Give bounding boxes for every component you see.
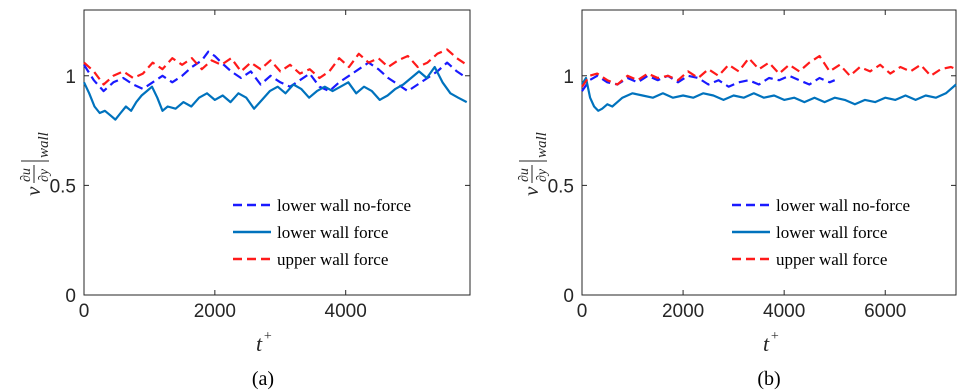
svg-text:∂y: ∂y: [37, 168, 52, 182]
legend-label-lower-wall-force: lower wall force: [776, 223, 887, 242]
panel-b-caption: (b): [757, 368, 780, 390]
panel-b-y-tick-label: 0.5: [548, 176, 574, 197]
panel-a-x-tick-label: 4000: [325, 301, 367, 322]
panel-b-legend: lower wall no-force lower wall force upper…: [732, 196, 910, 269]
svg-text:wall: wall: [534, 132, 550, 158]
panel-a-series-lower-wall-force: [83, 65, 468, 121]
panel-a-y-tick-label: 0: [65, 286, 76, 307]
panel-b-series-lower-wall-force: [581, 76, 957, 112]
panel-b-x-tick-label: 0: [577, 301, 588, 322]
panel-a-y-axis-label: ν ∂u ∂y wall: [19, 132, 52, 196]
svg-text:∂u: ∂u: [517, 168, 532, 182]
panel-b-y-tick-label: 1: [563, 67, 574, 88]
svg-text:+: +: [770, 329, 779, 344]
panel-a-x-axis-label: t +: [256, 329, 272, 356]
panel-a-caption: (a): [252, 368, 274, 390]
panel-b-x-tick-label: 2000: [662, 301, 704, 322]
svg-text:t: t: [256, 331, 263, 356]
panel-a-y-tick-label: 0.5: [50, 176, 76, 197]
svg-text:∂y: ∂y: [535, 168, 550, 182]
panel-b-y-tick-label: 0: [563, 286, 574, 307]
svg-text:t: t: [763, 331, 770, 356]
panel-a-x-tick-label: 0: [79, 301, 90, 322]
svg-text:wall: wall: [36, 132, 52, 158]
panel-a-series-upper-wall-force: [83, 48, 468, 86]
panel-b-series-upper-wall-force: [581, 54, 957, 88]
svg-text:ν: ν: [519, 186, 543, 196]
panel-a-y-tick-label: 1: [65, 67, 76, 88]
panel-b-axes-box: [581, 9, 957, 296]
panel-b-y-axis-label: ν ∂u ∂y wall: [517, 132, 550, 196]
panel-b-x-tick-label: 4000: [763, 301, 805, 322]
svg-text:+: +: [263, 329, 272, 344]
legend-label-lower-wall-no-force: lower wall no-force: [277, 196, 411, 215]
legend-label-lower-wall-no-force: lower wall no-force: [776, 196, 910, 215]
svg-text:∂u: ∂u: [19, 168, 34, 182]
panel-a-legend: lower wall no-force lower wall force upper…: [233, 196, 411, 269]
panel-a-x-tick-label: 2000: [194, 301, 236, 322]
legend-label-upper-wall-force: upper wall force: [776, 250, 887, 269]
legend-label-upper-wall-force: upper wall force: [277, 250, 388, 269]
svg-text:ν: ν: [21, 186, 45, 196]
panel-a: 0 2000 4000 0 0.5 1 ν ∂u ∂y wall t + (a) lowe…: [19, 9, 471, 390]
panel-b-x-tick-label: 6000: [864, 301, 906, 322]
legend-label-lower-wall-force: lower wall force: [277, 223, 388, 242]
panel-b-x-axis-label: t +: [763, 329, 779, 356]
